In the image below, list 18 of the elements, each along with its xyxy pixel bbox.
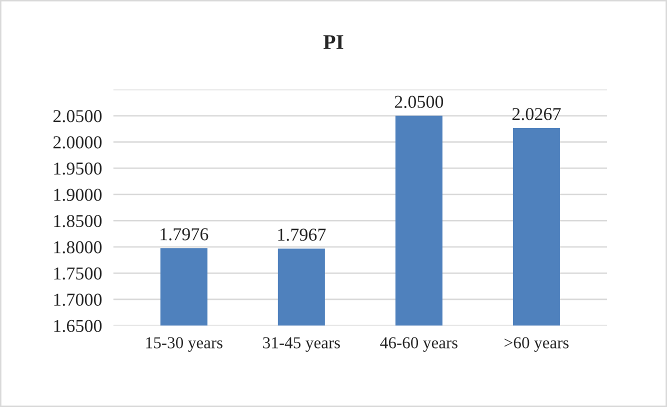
y-tick-label: 1.8000 bbox=[54, 241, 102, 254]
x-tick-label: 46-60 years bbox=[380, 337, 458, 352]
y-tick-label: 2.0500 bbox=[53, 110, 102, 122]
data-label: 2.0500 bbox=[394, 96, 444, 108]
data-label: 1.7976 bbox=[160, 228, 208, 240]
x-tick-label: 31-45 years bbox=[263, 337, 340, 352]
y-tick-label: 1.7000 bbox=[54, 294, 102, 306]
y-tick-label: 1.9500 bbox=[54, 162, 102, 175]
y-tick-label: 2.0000 bbox=[53, 136, 102, 149]
y-tick-label: 1.9000 bbox=[54, 188, 102, 201]
y-tick-label: 1.6500 bbox=[54, 320, 102, 332]
y-tick-label: 1.7500 bbox=[54, 267, 102, 280]
chart-title: PI bbox=[323, 35, 344, 49]
x-tick-label: >60 years bbox=[504, 337, 569, 352]
data-label: 1.7967 bbox=[278, 228, 326, 241]
x-tick-label: 15-30 years bbox=[146, 337, 222, 352]
data-label: 2.0267 bbox=[512, 108, 561, 120]
y-tick-label: 1.8500 bbox=[54, 214, 102, 228]
